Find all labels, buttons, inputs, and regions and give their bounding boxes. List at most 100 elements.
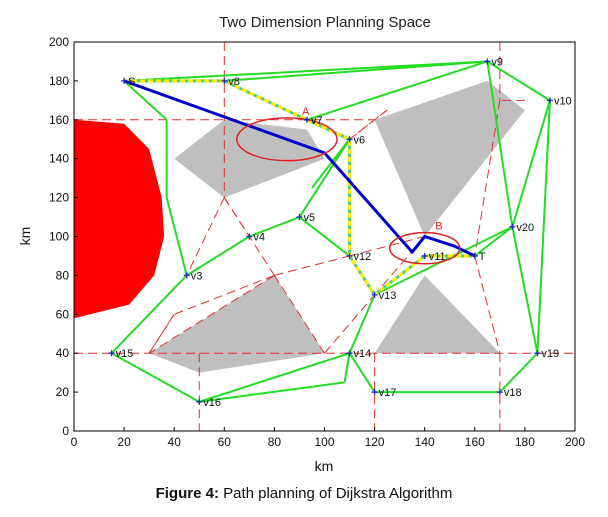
network-edge-7	[486, 61, 514, 227]
node-marker-v8	[221, 77, 228, 84]
node-marker-v20	[509, 223, 516, 230]
node-marker-v14	[346, 350, 353, 357]
dashed-guide-11	[324, 294, 375, 354]
node-label-v3: v3	[191, 270, 203, 282]
network-edge-20	[348, 294, 376, 354]
y-tick-label-9: 180	[49, 74, 69, 88]
series-0-line	[124, 79, 475, 298]
network-edge-14	[248, 216, 300, 238]
caption-text: Path planning of Dijkstra Algorithm	[223, 485, 453, 502]
node-label-v7: v7	[311, 115, 323, 127]
node-label-T: T	[479, 251, 486, 263]
network-edge-3	[124, 60, 488, 82]
dashed-guide-22	[148, 274, 275, 354]
network-edge-16	[311, 138, 351, 189]
caption-figure-label: Figure 4:	[155, 485, 219, 502]
network-edge-12	[165, 197, 188, 276]
node-label-v15: v15	[116, 348, 134, 360]
x-tick-label-7: 140	[415, 435, 435, 449]
dashed-guide-6	[174, 274, 275, 315]
node-label-v18: v18	[504, 387, 522, 399]
y-tick-label-6: 120	[49, 191, 69, 205]
y-tick-label-2: 40	[56, 346, 70, 360]
node-marker-v7	[303, 116, 310, 123]
x-tick-label-10: 200	[565, 435, 585, 449]
dashed-guide-9	[349, 236, 425, 257]
node-label-v10: v10	[554, 95, 572, 107]
node-label-v12: v12	[354, 251, 372, 263]
obstacle-3	[374, 275, 500, 354]
network-edge-23	[474, 225, 513, 257]
node-label-v5: v5	[303, 212, 315, 224]
node-label-v9: v9	[491, 56, 503, 68]
y-tick-label-1: 20	[56, 385, 70, 399]
node-marker-S	[121, 77, 128, 84]
node-marker-v16	[196, 398, 203, 405]
series-1-line	[123, 79, 476, 258]
y-tick-label-0: 0	[62, 424, 69, 438]
y-tick-label-4: 80	[56, 268, 70, 282]
obstacle-2	[149, 275, 325, 373]
dashed-guide-5	[274, 255, 350, 276]
node-marker-v15	[108, 350, 115, 357]
annotation-label-1: B	[435, 221, 442, 233]
dashed-guide-16	[474, 100, 501, 257]
node-marker-T	[471, 252, 478, 259]
network-edge-4	[224, 60, 488, 82]
x-tick-label-5: 100	[314, 435, 334, 449]
axis-ticks: 0 20 40 60 80 100 120 140 160 180 200 0 20 40 60 80 100 1…	[49, 35, 585, 449]
node-marker-v3	[183, 272, 190, 279]
network-edge-31	[110, 274, 188, 354]
node-label-v16: v16	[203, 397, 221, 409]
node-marker-v10	[546, 97, 553, 104]
y-tick-label-5: 100	[49, 230, 69, 244]
node-label-v17: v17	[379, 387, 397, 399]
x-tick-label-1: 20	[117, 435, 131, 449]
y-tick-label-8: 160	[49, 113, 69, 127]
dashed-guide-21	[273, 275, 325, 354]
dashed-guide-19	[349, 109, 388, 140]
y-tick-label-3: 60	[56, 307, 70, 321]
dashed-guide-4	[223, 197, 250, 237]
x-tick-label-3: 60	[218, 435, 232, 449]
node-marker-v19	[534, 350, 541, 357]
node-label-v14: v14	[354, 348, 372, 360]
x-tick-label-8: 160	[465, 435, 485, 449]
node-marker-v13	[371, 291, 378, 298]
network-edge-33	[343, 353, 351, 383]
node-label-v11: v11	[429, 251, 446, 263]
x-tick-label-0: 0	[71, 435, 78, 449]
network-edge-13	[186, 235, 250, 277]
node-label-v13: v13	[379, 290, 397, 302]
dashed-guide-10	[374, 236, 426, 296]
node-label-S: S	[128, 76, 135, 88]
y-tick-label-7: 140	[49, 152, 69, 166]
node-marker-v12	[346, 252, 353, 259]
x-tick-label-4: 80	[268, 435, 282, 449]
dashed-guide-23	[349, 109, 388, 140]
network-edge-9	[536, 100, 551, 354]
network-edge-10	[123, 80, 168, 121]
network-edge-25	[511, 226, 539, 354]
y-tick-label-10: 200	[49, 35, 69, 49]
network-edge-6	[486, 60, 551, 102]
y-axis-label: km	[17, 227, 33, 246]
node-label-v20: v20	[516, 222, 534, 234]
node-label-v8: v8	[228, 76, 240, 88]
annotations: AB	[236, 106, 461, 265]
paths	[123, 79, 476, 298]
node-marker-v6	[346, 136, 353, 143]
dashed-guide-2	[186, 197, 225, 276]
node-marker-v9	[484, 58, 491, 65]
network-edge-15	[298, 138, 351, 218]
node-label-v19: v19	[541, 348, 559, 360]
x-tick-label-2: 40	[168, 435, 182, 449]
obstacles	[74, 80, 525, 373]
network-edge-32	[199, 381, 345, 403]
network-edge-30	[111, 352, 200, 403]
network-edge-26	[499, 352, 539, 393]
network-edge-8	[511, 100, 551, 228]
